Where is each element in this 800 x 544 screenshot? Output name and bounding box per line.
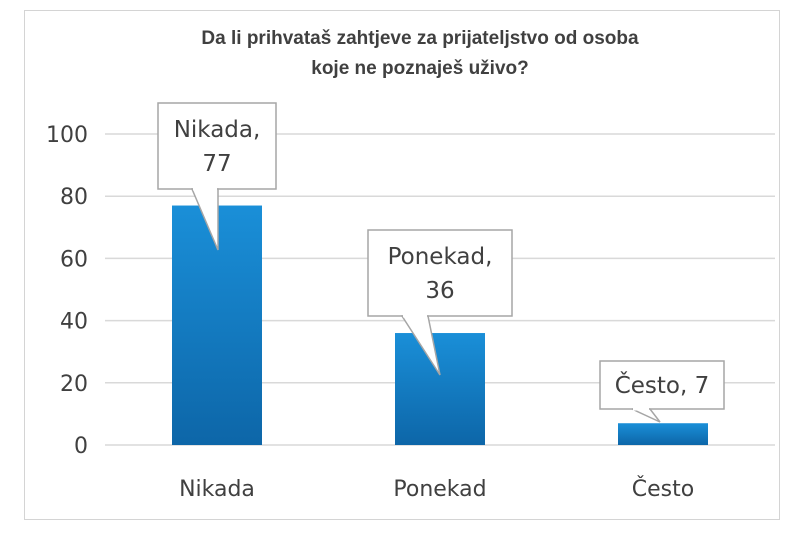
x-category-label: Ponekad — [393, 477, 486, 502]
data-label-text: Često, 7 — [615, 371, 710, 399]
x-axis-categories: Nikada Ponekad Često — [179, 476, 694, 502]
bar — [395, 333, 485, 445]
data-labels: Nikada, 77 Ponekad, 36 Često, 7 — [157, 102, 725, 423]
x-category-label: Nikada — [179, 477, 255, 502]
data-label-callout: Ponekad, 36 — [367, 229, 513, 376]
data-label-callout: Nikada, 77 — [157, 102, 277, 251]
x-category-label: Često — [632, 476, 694, 502]
y-tick-label: 40 — [60, 310, 88, 335]
bar — [618, 423, 708, 445]
y-tick-label: 100 — [46, 123, 88, 148]
y-tick-label: 20 — [60, 372, 88, 397]
y-axis-ticks: 0 20 40 60 80 100 — [46, 123, 88, 459]
chart-title-line-2: koje ne poznaješ uživo? — [311, 58, 529, 79]
y-tick-label: 80 — [60, 185, 88, 210]
chart-title-line-1: Da li prihvataš zahtjeve za prijateljstv… — [201, 28, 639, 49]
data-label-text: 77 — [202, 151, 231, 177]
y-tick-label: 0 — [74, 434, 88, 459]
bars — [172, 205, 708, 445]
data-label-callout: Često, 7 — [599, 360, 725, 423]
data-label-text: Ponekad, — [388, 244, 493, 270]
data-label-text: 36 — [425, 278, 454, 304]
data-label-text: Nikada, — [174, 117, 261, 143]
y-tick-label: 60 — [60, 247, 88, 272]
